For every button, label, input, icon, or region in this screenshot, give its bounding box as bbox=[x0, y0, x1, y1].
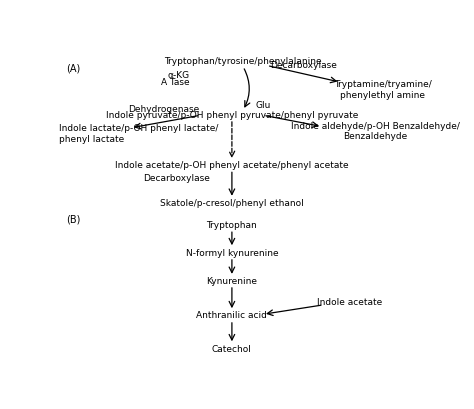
Text: Anthranilic acid: Anthranilic acid bbox=[196, 311, 267, 320]
Text: Tryptophan: Tryptophan bbox=[207, 221, 257, 230]
Text: Skatole/p-cresol/phenyl ethanol: Skatole/p-cresol/phenyl ethanol bbox=[160, 199, 304, 208]
Text: Indole acetate/p-OH phenyl acetate/phenyl acetate: Indole acetate/p-OH phenyl acetate/pheny… bbox=[115, 161, 349, 170]
Text: Dehydrogenase: Dehydrogenase bbox=[128, 105, 200, 114]
Text: (B): (B) bbox=[66, 214, 81, 225]
Text: Indole lactate/p-OH phenyl lactate/
phenyl lactate: Indole lactate/p-OH phenyl lactate/ phen… bbox=[59, 124, 219, 144]
Text: α-KG: α-KG bbox=[167, 71, 190, 80]
Text: Tryptamine/tryamine/
phenylethyl amine: Tryptamine/tryamine/ phenylethyl amine bbox=[334, 80, 431, 100]
Text: Indole aldehyde/p-OH Benzaldehyde/
Benzaldehyde: Indole aldehyde/p-OH Benzaldehyde/ Benza… bbox=[291, 122, 460, 141]
Text: Catechol: Catechol bbox=[212, 345, 252, 354]
Text: Glu: Glu bbox=[256, 101, 271, 110]
Text: Indole acetate: Indole acetate bbox=[317, 298, 382, 307]
Text: A Tase: A Tase bbox=[161, 78, 190, 87]
Text: Decarboxylase: Decarboxylase bbox=[143, 174, 210, 183]
Text: Tryptophan/tyrosine/phenylalanine: Tryptophan/tyrosine/phenylalanine bbox=[164, 57, 322, 66]
Text: Decarboxylase: Decarboxylase bbox=[270, 61, 337, 70]
Text: Kynurenine: Kynurenine bbox=[206, 276, 257, 285]
Text: Indole pyruvate/p-OH phenyl pyruvate/phenyl pyruvate: Indole pyruvate/p-OH phenyl pyruvate/phe… bbox=[106, 111, 358, 120]
Text: (A): (A) bbox=[66, 63, 81, 73]
Text: N-formyl kynurenine: N-formyl kynurenine bbox=[186, 249, 278, 258]
